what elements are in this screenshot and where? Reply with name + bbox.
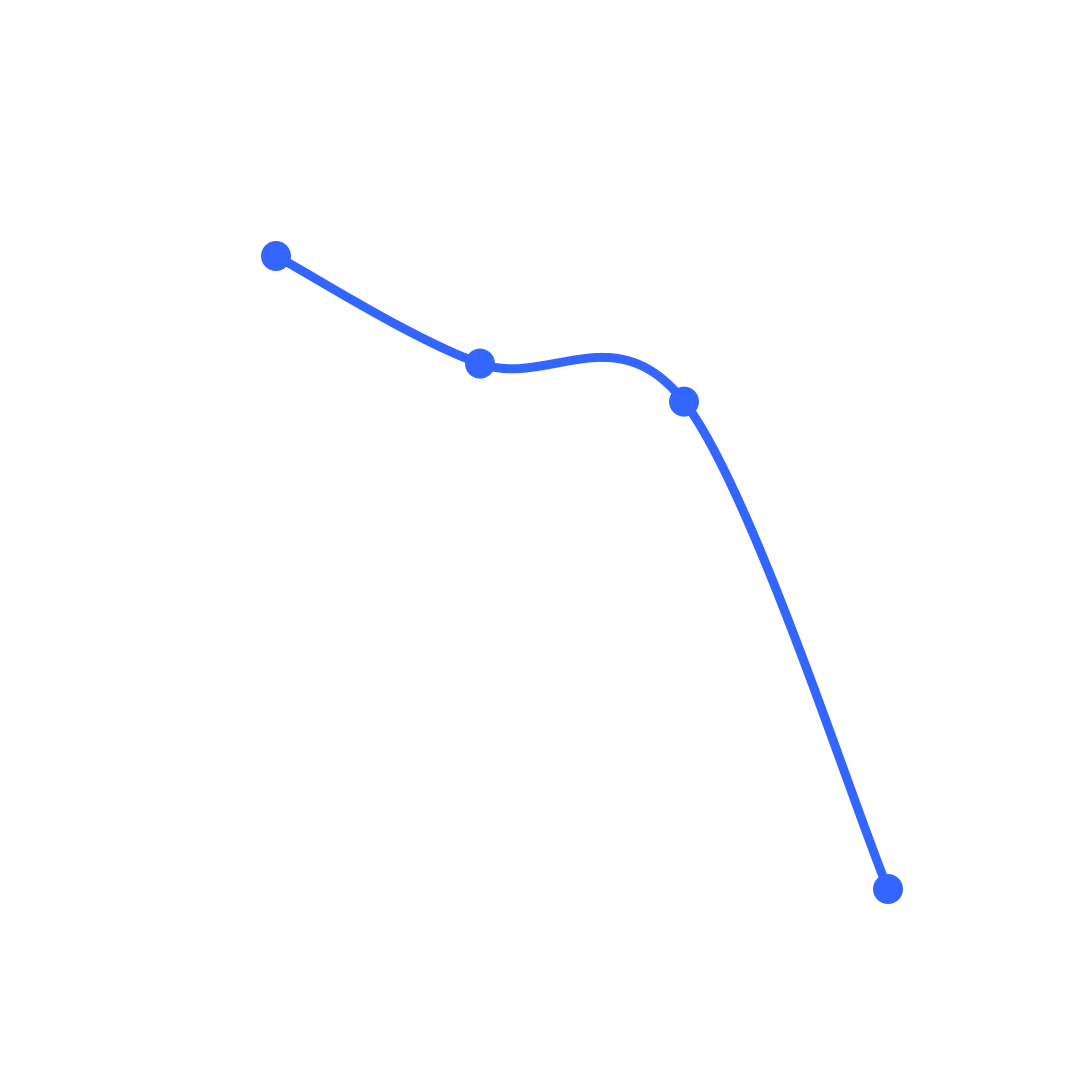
point	[261, 241, 291, 271]
point	[873, 874, 903, 904]
point	[465, 348, 495, 379]
point	[669, 386, 699, 417]
line	[271, 251, 893, 894]
